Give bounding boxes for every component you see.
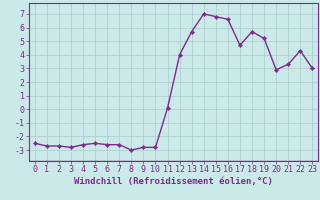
X-axis label: Windchill (Refroidissement éolien,°C): Windchill (Refroidissement éolien,°C) xyxy=(74,177,273,186)
